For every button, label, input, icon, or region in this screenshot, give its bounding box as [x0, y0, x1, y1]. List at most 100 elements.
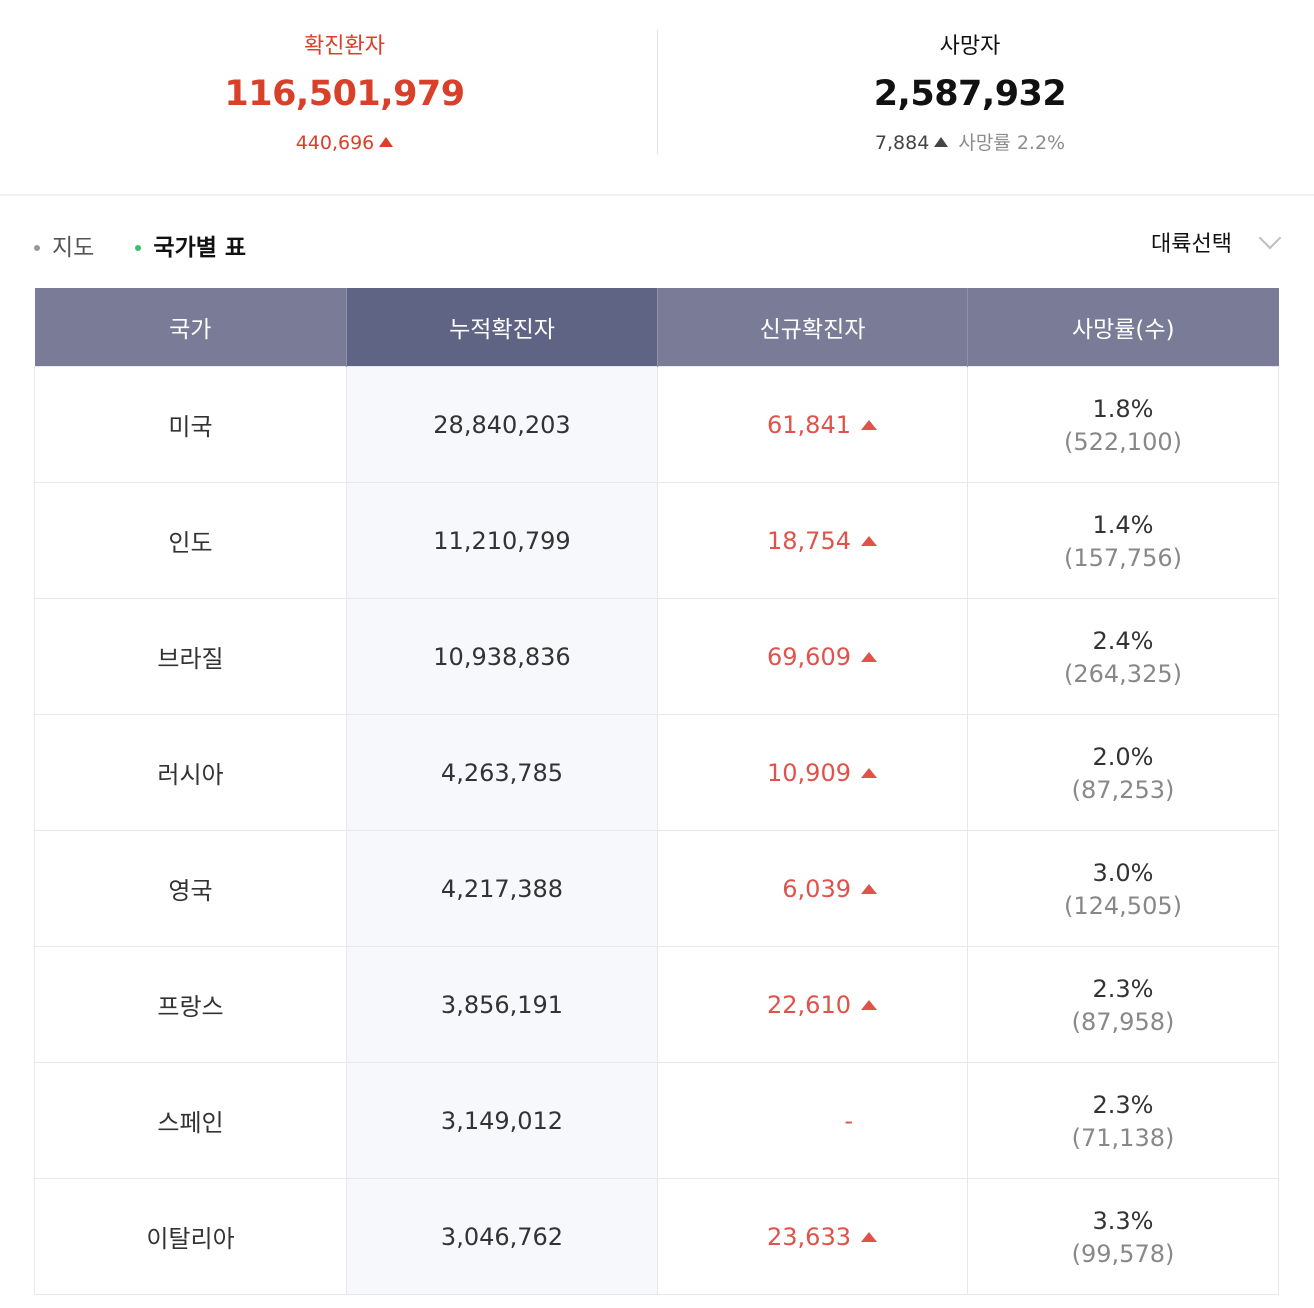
country-cell: 스페인: [34, 1062, 347, 1179]
increase-arrow-icon: [861, 419, 877, 430]
new-cases-value: 22,610: [767, 990, 851, 1019]
death-rate-percent: 2.3%: [1092, 974, 1154, 1003]
total-cases-value: 3,856,191: [440, 990, 564, 1019]
confirmed-delta: 440,696: [295, 132, 375, 154]
country-name: 스페인: [157, 1109, 224, 1137]
deaths-stat: 사망자 2,587,932 7,884 사망률 2.2%: [657, 32, 1283, 158]
country-name: 인도: [168, 529, 213, 557]
total-cases-cell: 4,217,388: [346, 830, 658, 947]
death-rate-percent: 3.0%: [1092, 858, 1154, 887]
continent-select-label: 대륙선택: [1151, 232, 1232, 257]
view-tabs: 지도 국가별 표: [34, 230, 282, 266]
table-row: 브라질 10,938,836 69,609 2.4% (264,325): [34, 598, 1279, 715]
country-cell: 인도: [34, 482, 347, 599]
country-cell: 영국: [34, 830, 347, 947]
country-cell: 이탈리아: [34, 1178, 347, 1295]
death-rate-percent: 3.3%: [1092, 1206, 1154, 1235]
confirmed-stat: 확진환자 116,501,979 440,696: [16, 32, 673, 158]
total-cases-cell: 11,210,799: [346, 482, 658, 599]
increase-arrow-icon: [934, 137, 949, 147]
country-name: 이탈리아: [146, 1225, 235, 1253]
country-name: 브라질: [157, 645, 224, 673]
increase-arrow-icon: [861, 883, 877, 894]
new-cases-cell: 23,633: [657, 1178, 968, 1295]
increase-arrow-icon: [861, 651, 877, 662]
death-rate-cell: 2.3% (87,958): [967, 946, 1279, 1063]
header-country[interactable]: 국가: [34, 288, 347, 367]
total-cases-value: 4,263,785: [440, 758, 564, 787]
deaths-value: 2,587,932: [873, 74, 1067, 114]
total-cases-value: 3,149,012: [440, 1106, 564, 1135]
header-death-rate[interactable]: 사망률(수): [967, 288, 1279, 367]
table-row: 미국 28,840,203 61,841 1.8% (522,100): [34, 366, 1279, 483]
header-new-cases[interactable]: 신규확진자: [657, 288, 968, 367]
death-count: (99,578): [1071, 1239, 1175, 1268]
country-cell: 미국: [34, 366, 347, 483]
new-cases-value: 10,909: [767, 758, 851, 787]
new-cases-value: 69,609: [767, 642, 851, 671]
deaths-delta: 7,884: [874, 132, 930, 154]
total-cases-value: 10,938,836: [433, 642, 571, 671]
death-rate-percent: 2.0%: [1092, 742, 1154, 771]
country-cell: 프랑스: [34, 946, 347, 1063]
total-cases-cell: 3,856,191: [346, 946, 658, 1063]
confirmed-delta-row: 440,696: [16, 128, 673, 158]
deaths-delta-row: 7,884 사망률 2.2%: [657, 128, 1283, 158]
tab-map-label: 지도: [52, 235, 95, 261]
confirmed-value: 116,501,979: [224, 74, 465, 114]
death-count: (157,756): [1064, 543, 1182, 572]
increase-arrow-icon: [861, 767, 877, 778]
summary-divider: [657, 30, 658, 154]
tab-map[interactable]: 지도: [34, 230, 94, 266]
country-name: 프랑스: [157, 993, 224, 1021]
increase-arrow-icon: [861, 999, 877, 1010]
country-cell: 러시아: [34, 714, 347, 831]
death-count: (87,253): [1071, 775, 1175, 804]
new-cases-cell: -: [657, 1062, 968, 1179]
table-header-row: 국가 누적확진자 신규확진자 사망률(수): [34, 288, 1279, 367]
bullet-dot-icon: [34, 245, 40, 251]
table-row: 이탈리아 3,046,762 23,633 3.3% (99,578): [34, 1178, 1279, 1295]
death-count: (71,138): [1071, 1123, 1175, 1152]
death-rate-percent: 1.8%: [1092, 394, 1154, 423]
total-cases-value: 3,046,762: [440, 1222, 564, 1251]
table-row: 러시아 4,263,785 10,909 2.0% (87,253): [34, 714, 1279, 831]
header-total-cases[interactable]: 누적확진자: [346, 288, 658, 367]
table-row: 스페인 3,149,012 - 2.3% (71,138): [34, 1062, 1279, 1179]
death-rate-cell: 1.8% (522,100): [967, 366, 1279, 483]
total-cases-cell: 4,263,785: [346, 714, 658, 831]
tab-country-table[interactable]: 국가별 표: [135, 230, 246, 266]
new-cases-cell: 22,610: [657, 946, 968, 1063]
new-cases-cell: 10,909: [657, 714, 968, 831]
table-row: 프랑스 3,856,191 22,610 2.3% (87,958): [34, 946, 1279, 1063]
total-cases-cell: 3,046,762: [346, 1178, 658, 1295]
death-count: (522,100): [1064, 427, 1182, 456]
total-cases-value: 11,210,799: [433, 526, 571, 555]
new-cases-cell: 69,609: [657, 598, 968, 715]
new-cases-cell: 61,841: [657, 366, 968, 483]
new-cases-value: 61,841: [767, 410, 851, 439]
death-rate-cell: 2.4% (264,325): [967, 598, 1279, 715]
increase-arrow-icon: [861, 1231, 877, 1242]
country-name: 영국: [168, 877, 213, 905]
confirmed-title: 확진환자: [304, 34, 385, 59]
new-cases-value: 23,633: [767, 1222, 851, 1251]
new-cases-value: 6,039: [782, 874, 851, 903]
new-cases-value: 18,754: [767, 526, 851, 555]
death-count: (87,958): [1071, 1007, 1175, 1036]
table-row: 인도 11,210,799 18,754 1.4% (157,756): [34, 482, 1279, 599]
deaths-title: 사망자: [939, 34, 1001, 59]
death-rate-cell: 3.3% (99,578): [967, 1178, 1279, 1295]
active-bullet-dot-icon: [135, 245, 142, 251]
death-count: (124,505): [1064, 891, 1182, 920]
death-rate-cell: 2.0% (87,253): [967, 714, 1279, 831]
total-cases-cell: 10,938,836: [346, 598, 658, 715]
continent-select[interactable]: 대륙선택: [1151, 226, 1282, 258]
increase-arrow-icon: [861, 535, 877, 546]
country-table: 국가 누적확진자 신규확진자 사망률(수) 미국 28,840,203 61,841…: [34, 288, 1279, 1295]
total-cases-cell: 3,149,012: [346, 1062, 658, 1179]
death-rate-cell: 3.0% (124,505): [967, 830, 1279, 947]
country-cell: 브라질: [34, 598, 347, 715]
death-rate-percent: 2.3%: [1092, 1090, 1154, 1119]
summary-panel: 확진환자 116,501,979 440,696 사망자 2,587,932 7…: [0, 0, 1314, 196]
